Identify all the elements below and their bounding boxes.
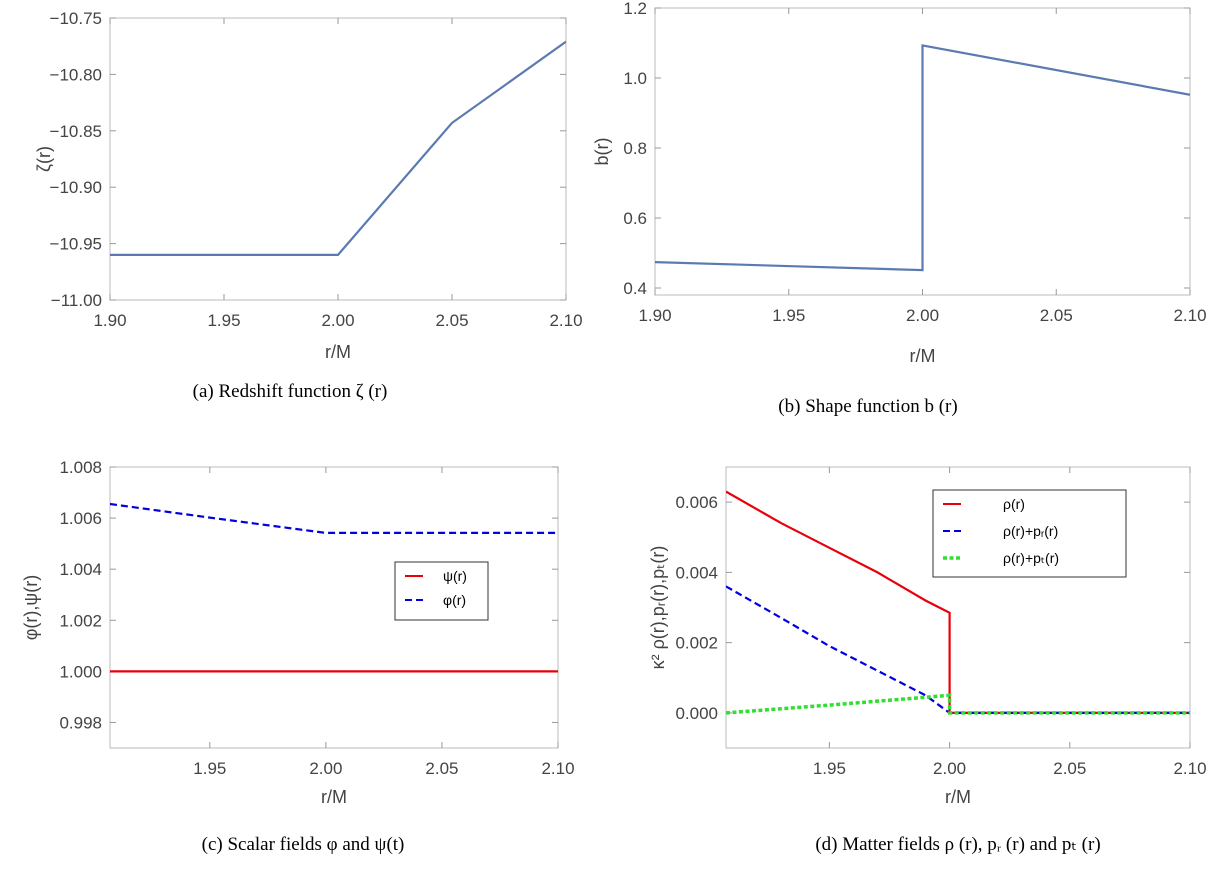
x-tick-label: 2.00	[933, 759, 966, 778]
legend-box	[932, 489, 1127, 578]
y-tick-label: −10.75	[50, 9, 102, 28]
y-tick-label: −10.80	[50, 65, 102, 84]
x-tick-label: 1.95	[193, 759, 226, 778]
y-tick-label: 1.008	[59, 458, 102, 477]
x-axis-label: r/M	[325, 342, 351, 362]
x-axis-label: r/M	[321, 787, 347, 807]
y-tick-label: 0.002	[675, 634, 718, 653]
y-tick-label: 0.004	[675, 563, 718, 582]
y-tick-label: 0.8	[623, 139, 647, 158]
x-tick-label: 1.90	[638, 306, 671, 325]
y-tick-label: 1.002	[59, 611, 102, 630]
x-tick-label: 2.00	[321, 311, 354, 330]
legend-label: ρ(r)	[1003, 496, 1025, 512]
x-tick-label: 2.10	[549, 311, 582, 330]
plot-frame	[109, 466, 559, 749]
legend-box	[394, 561, 489, 621]
y-tick-label: 1.004	[59, 560, 102, 579]
x-tick-label: 2.10	[541, 759, 574, 778]
y-tick-label: 1.000	[59, 662, 102, 681]
x-tick-label: 2.05	[1040, 306, 1073, 325]
subfigure-caption: (b) Shape function b (r)	[778, 396, 957, 417]
x-tick-label: 2.05	[425, 759, 458, 778]
series-line-1	[655, 44, 1190, 272]
legend: ρ(r) ρ(r)+pᵣ(r) ρ(r)+pₜ(r)	[932, 489, 1127, 578]
x-tick-label: 2.10	[1173, 306, 1206, 325]
subfigure-caption: (d) Matter fields ρ (r), pᵣ (r) and pₜ (…	[815, 834, 1100, 855]
chart-d: 1.95 2.00 2.05 2.10 0.000 0.002 0.004 0.006 r/M κ…	[648, 466, 1207, 855]
legend-label: ψ(r)	[443, 568, 467, 584]
y-tick-label: −10.90	[50, 178, 102, 197]
subfigure-caption: (a) Redshift function ζ (r)	[193, 381, 388, 402]
plot-frame	[109, 17, 567, 301]
x-tick-label: 1.90	[93, 311, 126, 330]
x-tick-label: 1.95	[813, 759, 846, 778]
y-tick-label: 1.006	[59, 509, 102, 528]
series-line-3	[726, 693, 1190, 715]
x-tick-label: 1.95	[207, 311, 240, 330]
x-axis-label: r/M	[910, 346, 936, 366]
y-tick-label: 0.000	[675, 704, 718, 723]
x-tick-label: 1.95	[772, 306, 805, 325]
y-axis-label: b(r)	[592, 138, 612, 166]
legend-label: ρ(r)+pₜ(r)	[1003, 550, 1059, 566]
series-line-2	[110, 502, 558, 535]
y-tick-label: −10.85	[50, 122, 102, 141]
y-tick-label: −10.95	[50, 235, 102, 254]
x-tick-label: 2.00	[309, 759, 342, 778]
legend: ψ(r) φ(r)	[394, 561, 489, 621]
chart-a: 1.90 1.95 2.00 2.05 2.10 −11.00 −10.95 −10.90 −1…	[34, 9, 583, 402]
plot-frame	[725, 466, 1191, 749]
series-line-2	[726, 585, 1190, 715]
legend-label: ρ(r)+pᵣ(r)	[1003, 523, 1058, 539]
chart-b: 1.90 1.95 2.00 2.05 2.10 0.4 0.6 0.8 1.0 1.2 r/M b(…	[592, 0, 1207, 417]
x-tick-label: 2.10	[1173, 759, 1206, 778]
y-tick-label: 0.4	[623, 279, 647, 298]
subfigure-caption: (c) Scalar fields φ and ψ(t)	[202, 834, 405, 855]
x-axis-label: r/M	[945, 787, 971, 807]
y-tick-label: 0.6	[623, 209, 647, 228]
y-tick-label: 1.0	[623, 69, 647, 88]
y-axis-label: ζ(r)	[34, 146, 54, 172]
y-axis-label: κ² ρ(r),pᵣ(r),pₜ(r)	[648, 546, 668, 670]
x-tick-label: 2.05	[435, 311, 468, 330]
y-tick-label: 0.998	[59, 713, 102, 732]
y-tick-label: 0.006	[675, 493, 718, 512]
x-tick-label: 2.00	[906, 306, 939, 325]
series-line-1	[110, 40, 566, 256]
y-tick-label: 1.2	[623, 0, 647, 18]
chart-c: 1.95 2.00 2.05 2.10 0.998 1.000 1.002 1.004 1.00…	[21, 458, 575, 855]
legend-label: φ(r)	[443, 592, 466, 608]
y-axis-label: φ(r),ψ(r)	[21, 575, 41, 640]
x-tick-label: 2.05	[1053, 759, 1086, 778]
y-tick-label: −11.00	[51, 291, 102, 310]
